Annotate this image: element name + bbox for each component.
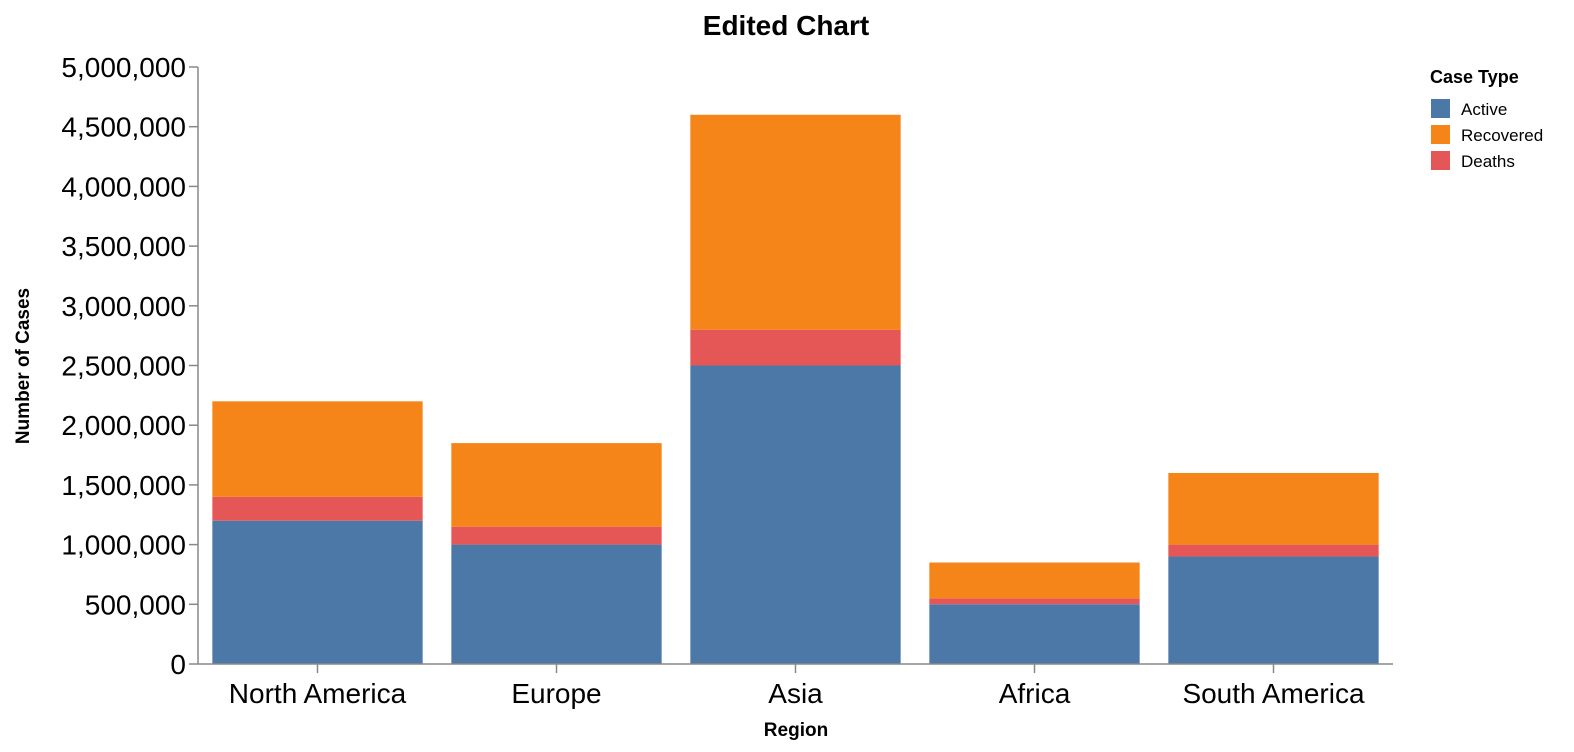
y-tick-label: 2,000,000 xyxy=(61,410,186,441)
bar-recovered-europe xyxy=(451,443,662,527)
bar-active-south-america xyxy=(1168,556,1379,664)
y-tick-label: 2,500,000 xyxy=(61,351,186,382)
bar-deaths-asia xyxy=(690,329,901,366)
y-tick-label: 1,000,000 xyxy=(61,530,186,561)
bar-active-asia xyxy=(690,365,901,664)
bar-active-africa xyxy=(929,604,1140,664)
legend-label-active: Active xyxy=(1461,100,1507,119)
y-tick-label: 3,000,000 xyxy=(61,291,186,322)
legend-title: Case Type xyxy=(1430,67,1519,87)
bar-deaths-africa xyxy=(929,598,1140,605)
bar-recovered-africa xyxy=(929,562,1140,599)
y-tick-label: 0 xyxy=(170,649,186,680)
legend-label-deaths: Deaths xyxy=(1461,152,1515,171)
x-tick-label: South America xyxy=(1182,678,1365,709)
bar-deaths-south-america xyxy=(1168,544,1379,557)
bar-recovered-south-america xyxy=(1168,472,1379,545)
x-tick-label: North America xyxy=(229,678,407,709)
chart-title: Edited Chart xyxy=(703,10,869,41)
y-tick-label: 5,000,000 xyxy=(61,52,186,83)
y-tick-label: 500,000 xyxy=(85,589,186,620)
y-tick-label: 4,500,000 xyxy=(61,112,186,143)
bars-group xyxy=(212,114,1379,664)
y-tick-label: 4,000,000 xyxy=(61,171,186,202)
bar-recovered-north-america xyxy=(212,401,423,497)
y-tick-label: 1,500,000 xyxy=(61,470,186,501)
bar-deaths-north-america xyxy=(212,496,423,521)
x-tick-label: Asia xyxy=(768,678,823,709)
legend-swatch-active xyxy=(1431,99,1450,118)
bar-active-europe xyxy=(451,544,662,664)
x-axis: North America Europe Asia Africa South Ameri… xyxy=(198,663,1393,709)
legend: Case Type Active Recovered Deaths xyxy=(1430,67,1543,171)
legend-swatch-recovered xyxy=(1431,125,1450,144)
legend-swatch-deaths xyxy=(1431,151,1450,170)
y-axis-title: Number of Cases xyxy=(13,288,34,444)
bar-recovered-asia xyxy=(690,114,901,330)
x-tick-label: Africa xyxy=(999,678,1071,709)
legend-label-recovered: Recovered xyxy=(1461,126,1543,145)
bar-active-north-america xyxy=(212,520,423,664)
y-axis: 0 500,000 1,000,000 1,500,000 2,000,000 2,500… xyxy=(61,52,199,680)
x-tick-label: Europe xyxy=(511,678,601,709)
y-tick-label: 3,500,000 xyxy=(61,231,186,262)
x-axis-title: Region xyxy=(764,720,828,741)
bar-deaths-europe xyxy=(451,526,662,545)
